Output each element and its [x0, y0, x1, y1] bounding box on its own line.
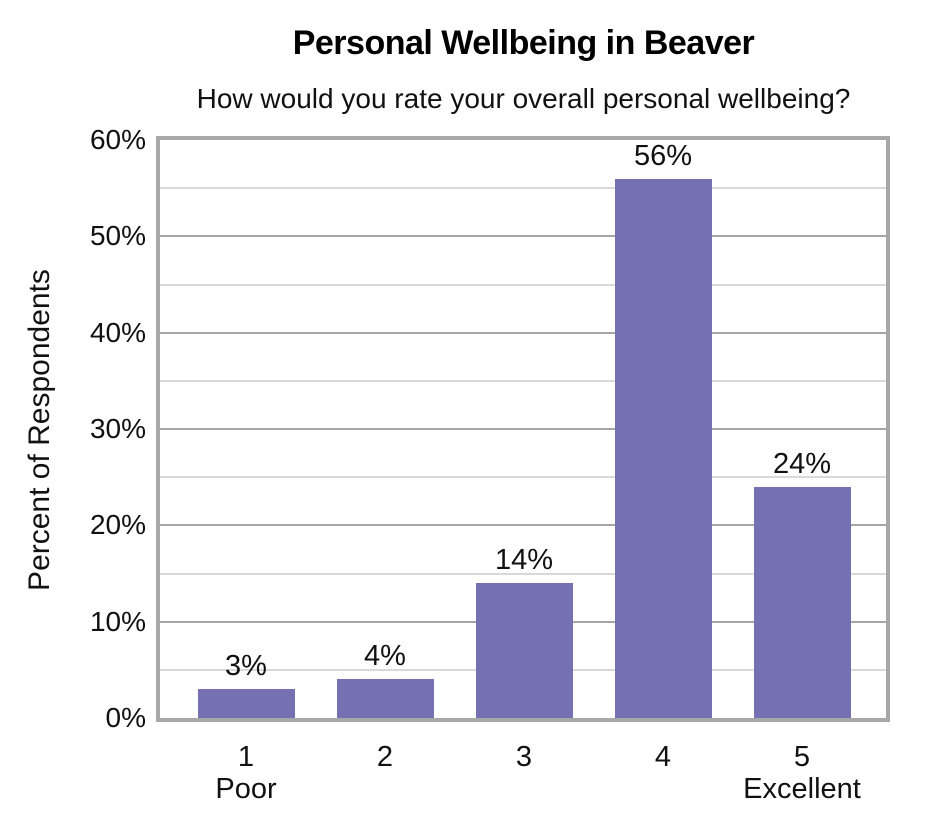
minor-gridline [160, 572, 886, 575]
major-gridline [160, 235, 886, 238]
x-tick-1: 1 [237, 741, 255, 773]
y-tick-10%: 10% [89, 605, 146, 637]
chart-subtitle: How would you rate your overall personal… [196, 83, 851, 114]
x-tick-4: 4 [654, 741, 672, 773]
bar-category-5 [753, 486, 851, 718]
y-tick-0%: 0% [105, 702, 146, 733]
y-tick-40%: 40% [89, 316, 146, 348]
major-gridline [160, 524, 886, 527]
plot-area [160, 140, 886, 718]
x-tick-5: 5 [793, 741, 811, 773]
bar-category-2 [336, 679, 434, 718]
data-label-category-3: 14% [494, 544, 554, 577]
x-tick-2: 2 [376, 741, 394, 773]
major-gridline [160, 428, 886, 430]
data-label-category-1: 3% [225, 650, 267, 683]
y-tick-50%: 50% [89, 220, 146, 252]
y-tick-60%: 60% [89, 124, 146, 155]
x-axis-endpoint-label-excellent: Excellent [743, 773, 861, 805]
minor-gridline [160, 283, 886, 286]
x-tick-3: 3 [515, 741, 533, 773]
bar-category-1 [197, 689, 295, 718]
data-label-category-4: 56% [633, 139, 693, 172]
bar-category-4 [614, 178, 712, 718]
y-axis-title: Percent of Respondents [23, 269, 56, 591]
y-tick-30%: 30% [89, 413, 146, 444]
minor-gridline [160, 379, 886, 382]
chart-title: Personal Wellbeing in Beaver [292, 24, 755, 62]
minor-gridline [160, 187, 886, 190]
bar-category-3 [475, 583, 573, 718]
data-label-category-2: 4% [364, 640, 406, 673]
data-label-category-5: 24% [772, 447, 832, 480]
y-tick-20%: 20% [89, 509, 146, 541]
x-axis-endpoint-label-poor: Poor [215, 773, 277, 805]
major-gridline [160, 331, 886, 334]
minor-gridline [160, 476, 886, 479]
